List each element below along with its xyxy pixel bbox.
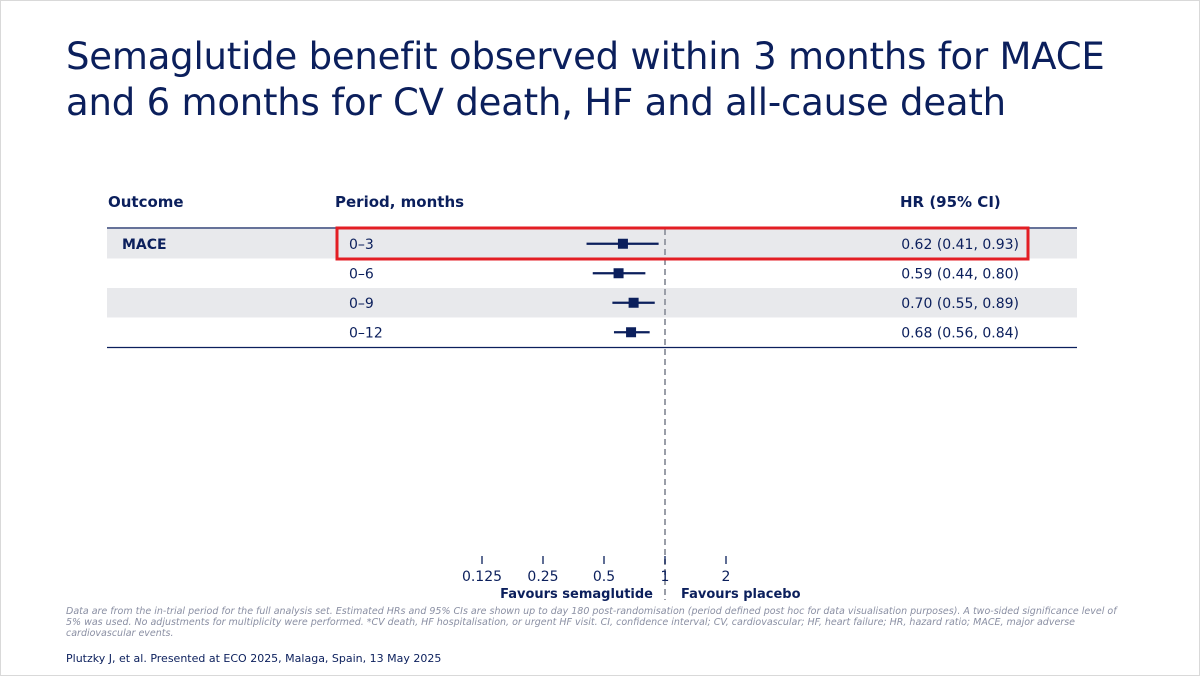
footnote: Data are from the in-trial period for th…: [66, 606, 1117, 639]
row-shade: [107, 288, 1077, 318]
row-hr-text: 0.70 (0.55, 0.89): [901, 296, 1019, 312]
column-header-outcome: Outcome: [108, 193, 184, 211]
slide-title: Semaglutide benefit observed within 3 mo…: [66, 35, 1105, 124]
column-header-hr: HR (95% CI): [900, 193, 1001, 211]
x-tick-label: 1: [661, 569, 670, 585]
point-estimate: [628, 297, 639, 308]
x-tick-label: 0.125: [462, 569, 502, 585]
column-header-period: Period, months: [335, 193, 465, 211]
citation: Plutzky J, et al. Presented at ECO 2025,…: [66, 652, 442, 665]
row-period-label: 0–9: [349, 296, 374, 312]
row-hr-text: 0.68 (0.56, 0.84): [901, 325, 1019, 341]
row-period-label: 0–12: [349, 325, 383, 341]
favours-right-label: Favours placebo: [681, 587, 801, 602]
point-estimate: [626, 327, 637, 338]
row-hr-text: 0.62 (0.41, 0.93): [901, 237, 1019, 253]
point-estimate: [613, 268, 624, 279]
row-outcome-label: MACE: [122, 237, 167, 253]
x-tick-label: 0.5: [593, 569, 615, 585]
favours-left-label: Favours semaglutide: [500, 587, 653, 602]
highlight-box: [335, 226, 1030, 261]
row-period-label: 0–3: [349, 237, 374, 253]
x-tick-label: 0.25: [527, 569, 558, 585]
row-period-label: 0–6: [349, 266, 374, 282]
x-tick-label: 2: [722, 569, 731, 585]
row-hr-text: 0.59 (0.44, 0.80): [901, 266, 1019, 282]
point-estimate: [617, 238, 628, 249]
